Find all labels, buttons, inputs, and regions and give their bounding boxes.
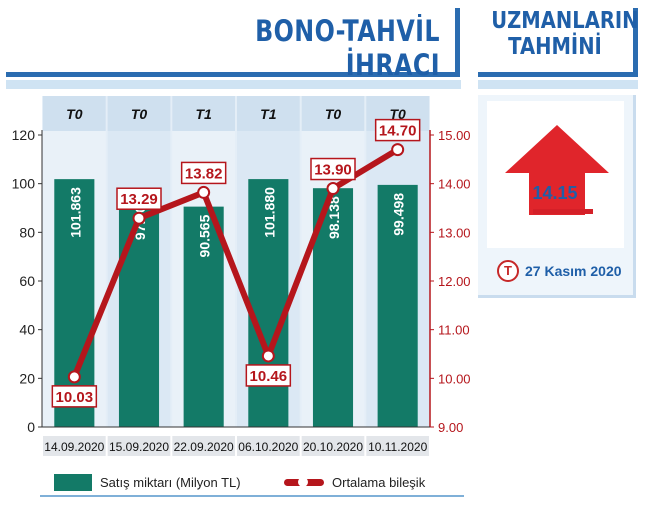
bar (118, 189, 160, 427)
date-cell (366, 436, 429, 456)
column-header-cell (172, 96, 235, 131)
bar-value-label: 90.565 (197, 214, 213, 257)
side-title-line2: TAHMİNİ (508, 34, 602, 60)
plot-background (42, 96, 430, 427)
prediction-date-row: T 27 Kasım 2020 (497, 260, 622, 282)
side-title-line1: UZMANLARIN (491, 8, 639, 34)
legend-line-marker-icon (284, 474, 324, 490)
bar (183, 206, 224, 427)
legend-item-rate: Ortalama bileşik (284, 474, 425, 490)
title-band (6, 80, 461, 89)
rate-value-label: 13.29 (120, 191, 158, 208)
left-axis-tick-label: 40 (19, 322, 35, 338)
rate-value-label: 10.03 (56, 389, 94, 406)
right-axis-tick-label: 12.00 (438, 274, 471, 289)
legend-label-sales: Satış miktarı (Milyon TL) (100, 475, 241, 490)
bar-value-label: 99.498 (391, 193, 407, 236)
prediction-date: 27 Kasım 2020 (525, 263, 622, 279)
x-axis-tick-label: 15.09.2020 (109, 440, 169, 454)
x-axis-tick-label: 14.09.2020 (44, 440, 104, 454)
rate-point (197, 185, 211, 199)
right-axis-tick-label: 15.00 (438, 128, 471, 143)
date-cell (172, 436, 235, 456)
left-axis-tick-label: 120 (12, 127, 36, 143)
x-axis-tick-label: 22.09.2020 (174, 440, 234, 454)
date-cell (43, 436, 106, 456)
rate-line (71, 147, 400, 379)
column-header-label: T1 (195, 106, 212, 122)
right-axis-tick-label: 10.00 (438, 371, 471, 386)
rate-value-label: 13.90 (314, 162, 352, 179)
bar-value-label: 98.138 (326, 196, 342, 239)
rate-value-label: 10.46 (250, 368, 288, 385)
column-header-label: T0 (66, 106, 83, 122)
rate-point (67, 370, 81, 384)
legend-item-sales: Satış miktarı (Milyon TL) (54, 474, 241, 491)
chart-title: BONO-TAHVİL İHRACI (255, 14, 440, 82)
legend-label-rate: Ortalama bileşik (332, 474, 426, 490)
column-header-cell (43, 96, 106, 131)
side-frame-vertical (633, 8, 638, 77)
left-axis-tick-label: 20 (19, 370, 35, 386)
right-axis-tick-label: 9.00 (438, 420, 463, 435)
rate-point (132, 211, 146, 225)
date-cell (301, 436, 365, 456)
column-header-label: T0 (389, 106, 406, 122)
rate-label-box (116, 187, 162, 210)
rate-label-box (374, 118, 421, 142)
right-axis-tick-label: 13.00 (438, 225, 471, 240)
side-title: UZMANLARIN TAHMİNİ (491, 8, 639, 60)
left-axis-tick-label: 80 (19, 224, 35, 240)
column-header-label: T0 (325, 106, 342, 122)
rate-point (261, 349, 275, 363)
date-cell (107, 436, 171, 456)
left-axis-tick-label: 0 (27, 419, 35, 435)
bar-value-label: 101.863 (67, 187, 83, 238)
rate-label-box (180, 161, 227, 185)
rate-label-box (51, 385, 98, 408)
bar (377, 184, 418, 427)
x-axis-tick-label: 20.10.2020 (303, 440, 363, 454)
x-axis-tick-label: 10.11.2020 (368, 440, 427, 454)
rate-label-box (245, 364, 292, 387)
rate-point (326, 182, 340, 196)
x-axis-tick-label: 06.10.2020 (238, 440, 298, 454)
prediction-value: 14.15 (532, 183, 578, 203)
column-header-cell (237, 96, 300, 131)
title-frame-horizontal (6, 72, 460, 77)
bar-value-label: 101.880 (261, 187, 277, 238)
date-cell (237, 436, 300, 456)
prediction-underline (533, 209, 593, 214)
left-axis-tick-label: 60 (19, 273, 35, 289)
right-axis-tick-label: 11.00 (438, 323, 470, 338)
legend-divider (40, 495, 464, 497)
t-logo-icon: T (497, 260, 519, 282)
title-frame-vertical (455, 8, 460, 77)
left-axis-tick-label: 100 (12, 176, 36, 192)
column-header-label: T1 (260, 106, 277, 122)
legend-swatch-sales (54, 474, 92, 491)
column-header-cell (301, 96, 365, 131)
side-band (478, 80, 638, 89)
rate-point (391, 143, 405, 157)
rate-value-label: 13.82 (185, 165, 223, 182)
column-header-label: T0 (131, 106, 148, 122)
right-axis-tick-label: 14.00 (438, 177, 471, 192)
rate-label-box (310, 157, 356, 181)
rate-value-label: 14.70 (379, 123, 417, 140)
side-frame-horizontal (478, 72, 638, 77)
column-header-cell (107, 96, 171, 131)
up-arrow-icon (505, 125, 609, 215)
